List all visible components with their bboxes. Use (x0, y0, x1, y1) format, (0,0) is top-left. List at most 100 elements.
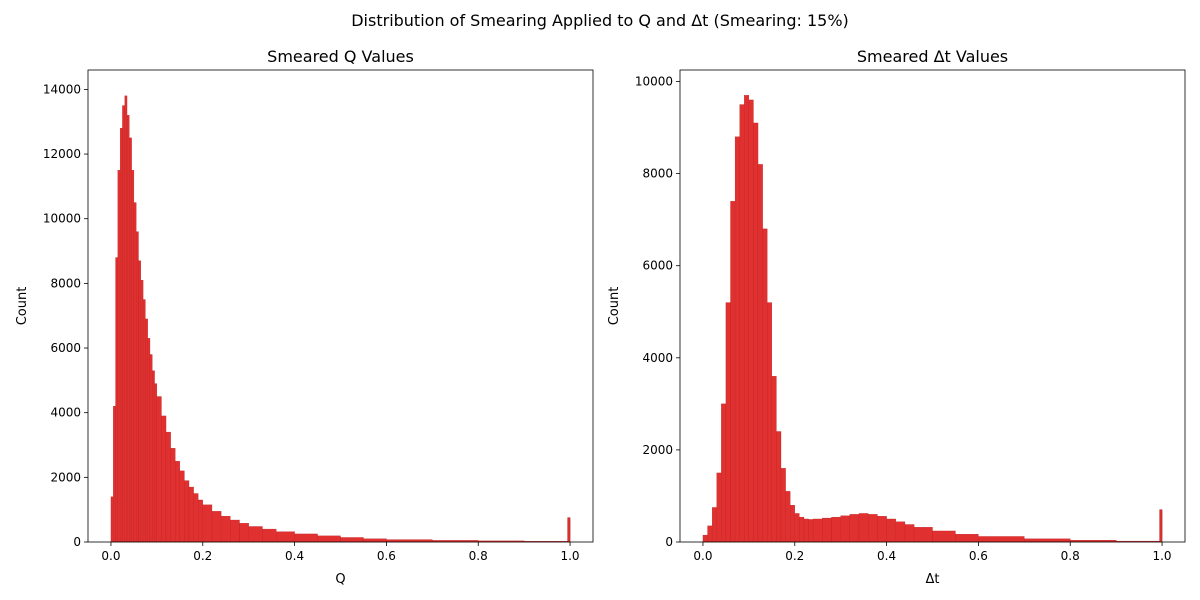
histogram-bar (340, 537, 364, 543)
histogram-bar (154, 383, 158, 543)
histogram-bar (757, 164, 763, 543)
histogram-bar (748, 99, 754, 543)
x-axis-label-dt: Δt (926, 572, 940, 587)
histogram-bar (131, 170, 135, 543)
y-tick-label: 8000 (50, 276, 81, 290)
histogram-bar (913, 527, 933, 543)
y-tick-label: 4000 (642, 351, 673, 365)
x-tick-label: 0.4 (877, 549, 896, 563)
figure-suptitle: Distribution of Smearing Applied to Q an… (351, 11, 849, 30)
histogram-bar (895, 521, 906, 543)
histogram-bar (707, 525, 713, 543)
y-tick-label: 10000 (43, 212, 81, 226)
y-tick-label: 10000 (635, 75, 673, 89)
histogram-bar (1159, 509, 1163, 543)
histogram-bar (858, 513, 869, 543)
subplot-title-q: Smeared Q Values (267, 47, 414, 66)
x-ticks-dt: 0.0 0.2 0.4 0.6 0.8 1.0 (693, 542, 1172, 563)
histogram-bar (780, 468, 786, 543)
x-tick-label: 0.0 (693, 549, 712, 563)
histogram-bar (955, 534, 979, 543)
histogram-bar (156, 396, 162, 543)
x-tick-label: 0.8 (1061, 549, 1080, 563)
histogram-bar (822, 517, 832, 543)
histogram-bar (794, 513, 800, 543)
histogram-bar (762, 228, 768, 543)
histogram-bar (262, 528, 277, 543)
x-tick-label: 1.0 (560, 549, 579, 563)
histogram-bar (149, 354, 153, 543)
x-axis-label-q: Q (335, 572, 345, 587)
histogram-bar (785, 491, 791, 543)
histogram-bar (117, 170, 121, 543)
histogram-bar (230, 519, 240, 543)
histogram-bar (771, 376, 777, 543)
x-tick-label: 0.4 (285, 549, 304, 563)
histogram-bar (115, 257, 119, 543)
histogram-bar (110, 496, 114, 543)
x-tick-label: 0.8 (469, 549, 488, 563)
histogram-bar (152, 370, 155, 543)
histogram-bar (220, 515, 231, 543)
y-tick-label: 6000 (642, 259, 673, 273)
histogram-bar (136, 231, 139, 543)
subplot-title-dt: Smeared Δt Values (857, 47, 1008, 66)
histogram-bar (904, 524, 915, 543)
histogram-bar (978, 536, 1025, 543)
y-axis-label-q: Count (15, 287, 30, 326)
histogram-bar (119, 128, 123, 543)
histogram-bar (276, 531, 295, 543)
y-tick-label: 12000 (43, 147, 81, 161)
histogram-bar (767, 302, 772, 543)
histogram-bar (184, 480, 190, 543)
histogram-bar (886, 518, 896, 543)
histogram-bar (188, 486, 194, 543)
histogram-bar (734, 136, 740, 543)
y-ticks-dt: 0 2000 4000 6000 8000 10000 (635, 75, 680, 549)
histogram-bar (803, 518, 809, 543)
histogram-bar (753, 122, 759, 543)
histogram-bar (721, 403, 727, 543)
histogram-bar (140, 279, 144, 543)
y-axis-label-dt: Count (607, 287, 622, 326)
x-tick-label: 0.6 (377, 549, 396, 563)
histogram-bar (161, 415, 167, 543)
histogram-bar (808, 519, 814, 543)
histogram-bar (776, 431, 782, 543)
subplot-dt: 0.0 0.2 0.4 0.6 0.8 1.0 0 2000 4000 6000 8000 1000… (607, 47, 1186, 587)
histogram-bar (932, 530, 956, 543)
bars-q (110, 95, 571, 543)
histogram-bar (790, 505, 795, 543)
histogram-bar (129, 137, 132, 543)
histogram-bar (363, 538, 387, 543)
histogram-bar (702, 534, 708, 543)
histogram-bar (849, 514, 860, 543)
y-tick-label: 2000 (50, 470, 81, 484)
x-tick-label: 0.6 (969, 549, 988, 563)
bars-dt (702, 95, 1163, 543)
histogram-bar (142, 299, 146, 543)
histogram-bar (145, 318, 148, 543)
histogram-bar (126, 115, 130, 543)
histogram-bar (122, 105, 125, 543)
x-tick-label: 0.2 (193, 549, 212, 563)
x-ticks-q: 0.0 0.2 0.4 0.6 0.8 1.0 (101, 542, 580, 563)
y-tick-label: 0 (665, 535, 673, 549)
x-tick-label: 1.0 (1152, 549, 1171, 563)
histogram-bar (202, 504, 213, 543)
y-tick-label: 14000 (43, 82, 81, 96)
histogram-bar (133, 202, 137, 543)
histogram-bar (193, 493, 199, 543)
histogram-bar (198, 499, 203, 543)
histogram-bar (248, 526, 263, 543)
histogram-bar (124, 95, 128, 543)
x-tick-label: 0.2 (785, 549, 804, 563)
histogram-bar (725, 302, 731, 543)
histogram-bar (730, 201, 736, 543)
histogram-bar (113, 406, 116, 543)
histogram-bar (138, 260, 141, 543)
y-tick-label: 8000 (642, 167, 673, 181)
x-tick-label: 0.0 (101, 549, 120, 563)
axes-frame-dt (679, 69, 1186, 543)
